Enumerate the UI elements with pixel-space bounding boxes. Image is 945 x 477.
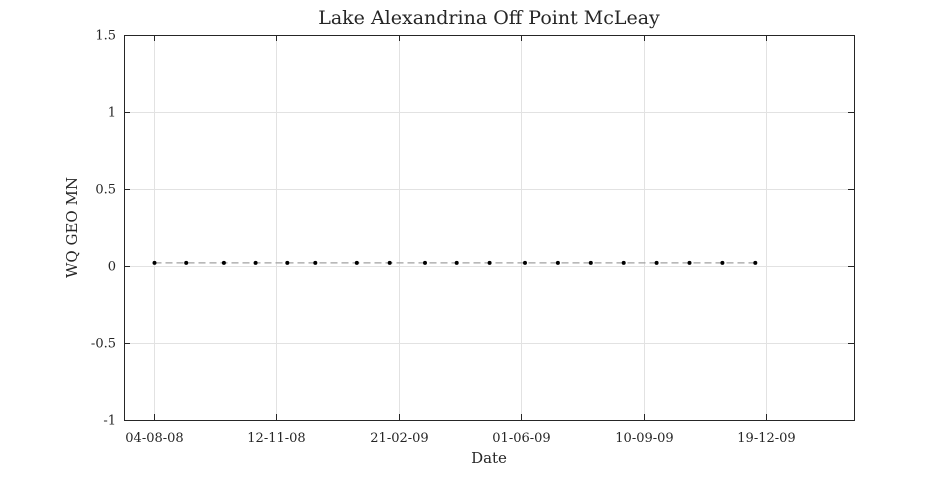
x-tick-label: 10-09-09 — [615, 431, 673, 446]
data-point — [555, 260, 560, 265]
x-axis-label: Date — [471, 449, 507, 467]
series-layer — [152, 260, 758, 265]
data-point — [423, 260, 427, 265]
data-point — [354, 260, 359, 265]
data-point — [152, 260, 157, 265]
data-point — [487, 260, 492, 265]
y-tick-label: 0.5 — [95, 183, 116, 198]
x-tick-label: 01-06-09 — [492, 431, 550, 446]
data-point — [253, 260, 258, 265]
x-tick-label: 04-08-08 — [125, 431, 183, 446]
data-point — [221, 260, 226, 265]
plot-frame — [124, 35, 855, 421]
x-tick-label: 19-12-09 — [737, 431, 795, 446]
data-point — [523, 260, 527, 265]
data-point — [654, 260, 659, 265]
data-point — [621, 260, 626, 265]
y-tick-label: -0.5 — [91, 337, 116, 352]
x-tick-label: 21-02-09 — [370, 431, 428, 446]
data-point — [387, 260, 392, 265]
chart-title: Lake Alexandrina Off Point McLeay — [318, 7, 660, 29]
data-point — [687, 260, 692, 265]
data-point — [184, 260, 189, 265]
data-point — [313, 260, 318, 265]
plot-area — [124, 35, 854, 420]
y-tick-label: 0 — [108, 260, 116, 275]
data-point — [285, 260, 290, 265]
tick-marks — [124, 35, 854, 421]
data-point — [454, 260, 459, 265]
y-tick-label: -1 — [103, 414, 116, 429]
data-point — [720, 260, 725, 265]
tick-labels: -1 -0.5 0 0.5 1 1.5 04-08-08 12-11-08 21-02-09 01… — [91, 29, 796, 447]
y-tick-label: 1.5 — [95, 29, 116, 44]
data-point — [753, 260, 758, 265]
data-point — [588, 260, 593, 265]
y-axis-label: WQ GEO MN — [63, 177, 81, 278]
x-tick-label: 12-11-08 — [247, 431, 305, 446]
y-tick-label: 1 — [108, 106, 116, 121]
